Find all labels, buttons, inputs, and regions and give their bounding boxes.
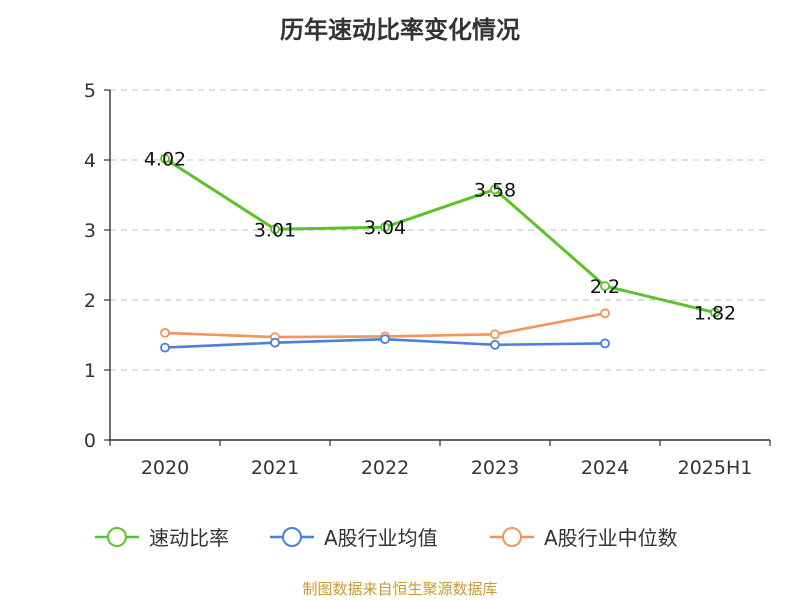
data-point <box>600 338 610 349</box>
series-line <box>164 157 716 315</box>
data-labels: 4.02 3.01 3.04 3.58 2.2 1.82 <box>144 149 736 325</box>
data-point <box>490 339 500 350</box>
y-tick-labels: 0 1 2 3 4 5 <box>84 80 96 452</box>
data-point <box>710 307 720 318</box>
data-label: 3.04 <box>364 217 406 239</box>
data-point <box>160 327 170 338</box>
legend-label: A股行业均值 <box>324 526 438 550</box>
series-points <box>160 153 720 353</box>
y-tick-label: 2 <box>84 290 96 312</box>
data-point <box>380 334 390 345</box>
x-tick-label: 2023 <box>471 457 519 479</box>
data-point <box>490 329 500 340</box>
x-tick-labels: 2020 2021 2022 2023 2024 2025H1 <box>141 457 753 479</box>
legend-marker <box>502 527 522 547</box>
y-tick-label: 4 <box>84 150 96 172</box>
x-tick-label: 2020 <box>141 457 189 479</box>
y-tick-label: 5 <box>84 80 96 102</box>
y-tick-label: 3 <box>84 220 96 242</box>
y-tick-label: 0 <box>84 430 96 452</box>
data-point <box>600 281 610 291</box>
data-label: 2.2 <box>590 276 620 298</box>
data-point <box>160 153 170 164</box>
legend-marker <box>282 527 302 547</box>
y-tick-label: 1 <box>84 360 96 382</box>
data-point <box>270 224 280 235</box>
source-note: 制图数据来自恒生聚源数据库 <box>302 580 498 598</box>
axes <box>104 89 771 446</box>
x-tick-label: 2025H1 <box>678 457 753 479</box>
data-point <box>160 342 170 353</box>
data-label: 3.58 <box>474 179 516 201</box>
legend-label: A股行业中位数 <box>544 526 678 550</box>
legend-label: 速动比率 <box>149 526 229 550</box>
data-label: 1.82 <box>694 303 736 325</box>
chart-title: 历年速动比率变化情况 <box>280 16 520 44</box>
grid-lines <box>110 89 770 371</box>
data-point <box>490 184 500 195</box>
legend-marker <box>107 527 127 547</box>
data-label: 4.02 <box>144 149 186 171</box>
data-point <box>270 337 280 348</box>
x-tick-label: 2022 <box>361 457 409 479</box>
data-point <box>600 308 610 319</box>
x-tick-label: 2024 <box>581 457 629 479</box>
data-point <box>380 222 390 233</box>
legend: 速动比率 A股行业均值 A股行业中位数 <box>95 526 678 550</box>
data-label: 3.01 <box>254 219 296 241</box>
x-tick-label: 2021 <box>251 457 299 479</box>
series-lines <box>164 157 716 349</box>
